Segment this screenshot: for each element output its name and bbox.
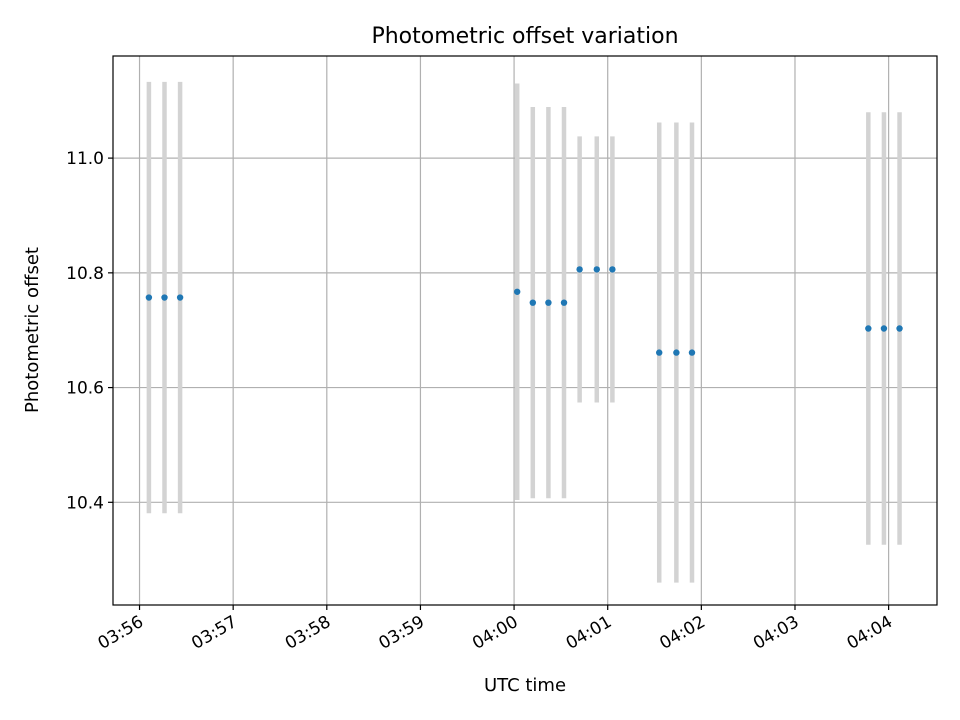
data-point bbox=[161, 294, 168, 301]
x-tick-label: 04:00 bbox=[469, 612, 521, 654]
plot-frame bbox=[112, 55, 938, 606]
data-point bbox=[688, 349, 696, 356]
data-point bbox=[609, 266, 616, 273]
data-point bbox=[560, 299, 568, 306]
y-tick-label: 11.0 bbox=[66, 149, 104, 169]
data-point bbox=[176, 294, 184, 301]
data-point bbox=[576, 266, 583, 273]
grid bbox=[113, 56, 937, 605]
x-axis-label: UTC time bbox=[484, 675, 566, 696]
x-tick-label: 03:56 bbox=[95, 612, 147, 654]
data-point bbox=[593, 266, 600, 273]
chart-title: Photometric offset variation bbox=[371, 24, 678, 49]
data-point bbox=[529, 299, 537, 306]
x-tick-label: 04:01 bbox=[563, 612, 615, 654]
x-tick-label: 04:04 bbox=[844, 612, 896, 654]
data-point bbox=[865, 325, 872, 332]
data-point bbox=[673, 349, 680, 356]
y-tick-label: 10.8 bbox=[66, 264, 104, 284]
y-axis-label: Photometric offset bbox=[22, 247, 43, 413]
data-points bbox=[145, 266, 903, 356]
y-axis-ticks: 10.4 10.6 10.8 11.0 bbox=[66, 149, 113, 513]
x-tick-label: 03:57 bbox=[188, 612, 240, 654]
data-point bbox=[513, 288, 521, 295]
data-point bbox=[545, 299, 552, 306]
y-tick-label: 10.4 bbox=[66, 493, 104, 513]
x-tick-label: 04:03 bbox=[750, 612, 802, 654]
x-tick-label: 03:59 bbox=[376, 612, 428, 654]
data-point bbox=[896, 325, 903, 332]
data-point bbox=[145, 294, 153, 301]
x-axis-ticks: 03:56 03:57 03:58 03:59 04:00 04:01 04:02 04:03… bbox=[95, 605, 896, 654]
error-bars bbox=[146, 81, 902, 583]
data-point bbox=[880, 325, 888, 332]
x-tick-label: 04:02 bbox=[656, 612, 708, 654]
y-tick-label: 10.6 bbox=[66, 379, 104, 399]
x-tick-label: 03:58 bbox=[282, 612, 334, 654]
data-point bbox=[656, 349, 663, 356]
